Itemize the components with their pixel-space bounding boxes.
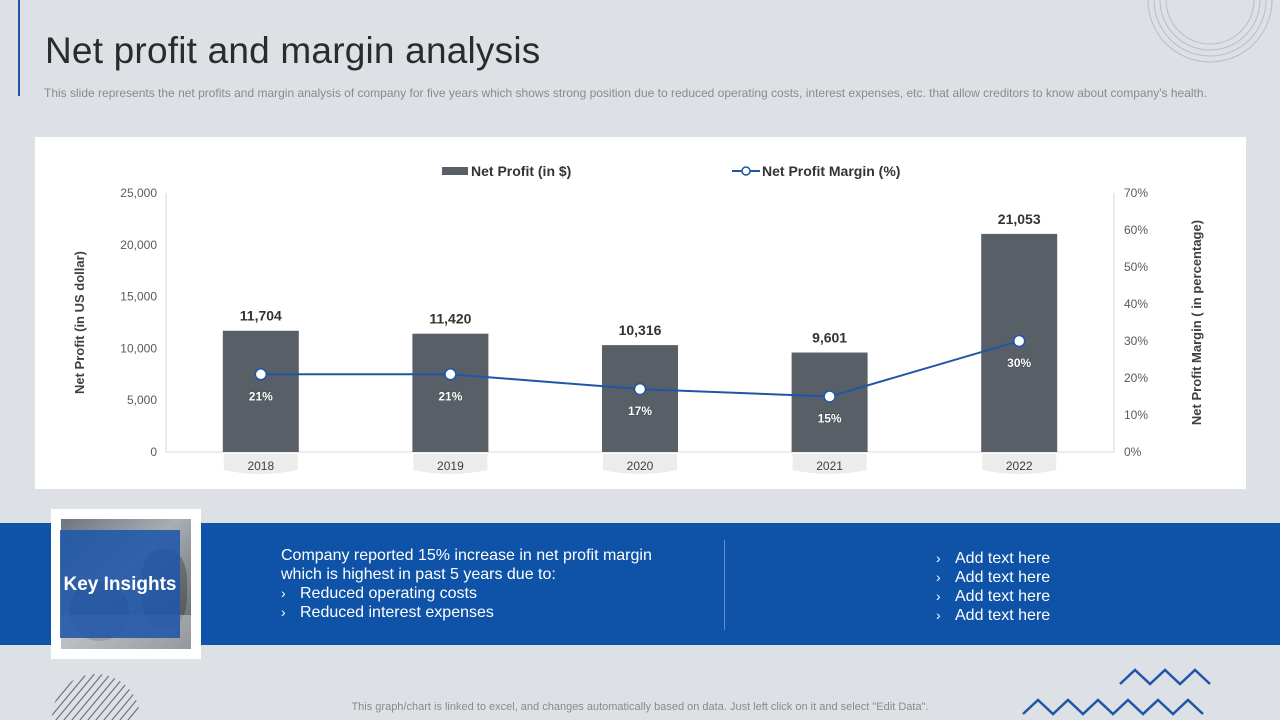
x-tick-label: 2019 [437,459,464,473]
margin-point-2022 [1012,334,1026,348]
insight-side-list: › Add text here › Add text here › Add text he… [936,549,1050,625]
key-insights-box: Key Insights [60,530,180,638]
slide-title: Net profit and margin analysis [45,30,541,71]
y-tick-label: 20,000 [120,238,157,252]
x-tick-tab [413,454,488,474]
insights-band [0,523,1280,645]
insights-divider [724,540,725,630]
y2-tick-label: 70% [1124,186,1148,200]
side-bullet-text: Add text here [955,588,1051,605]
legend-line-label: Net Profit Margin (%) [762,163,900,179]
side-bullet-text: Add text here [955,550,1051,567]
side-bullet-text: Add text here [955,607,1051,624]
chevron-right-icon: › [936,607,941,623]
y-tick-label: 5,000 [127,393,157,407]
x-tick-label: 2018 [247,459,274,473]
chart-card: 0 5,000 10,000 15,000 20,000 25,000 0% 10% 20% 30… [35,137,1246,489]
bar-2019 [412,333,489,452]
insight-bullet-text: Reduced operating costs [300,585,477,602]
insight-bullet: › Reduced interest expenses [281,603,681,622]
slide-subtitle: This slide represents the net profits an… [44,86,1207,100]
side-bullet: › Add text here [936,587,1050,606]
margin-point-2018 [254,368,268,381]
bar-2018 [222,330,299,452]
legend-bar-swatch [442,167,468,175]
margin-data-label: 30% [1007,356,1031,370]
x-tick-label: 2020 [627,459,654,473]
key-insights-heading: Key Insights [63,573,177,595]
decorative-zigzag-icon [1022,668,1211,716]
x-tick-label: 2021 [816,459,843,473]
side-bullet: › Add text here [936,568,1050,587]
margin-point-2019 [444,368,457,381]
insight-main-text-block: Company reported 15% increase in net pro… [281,546,681,622]
chevron-right-icon: › [281,604,286,620]
side-bullet: › Add text here [936,549,1050,568]
chevron-right-icon: › [936,550,941,566]
insight-bullet-text: Reduced interest expenses [300,604,494,621]
y2-tick-label: 10% [1124,408,1148,422]
x-tick-tab [792,454,867,474]
bar-data-label: 10,316 [619,322,662,338]
y-tick-label: 0 [150,445,157,459]
margin-data-label: 21% [249,389,273,403]
margin-data-label: 15% [818,412,842,426]
x-tick-tab [223,454,298,474]
title-accent-line [18,0,20,96]
chevron-right-icon: › [281,585,286,601]
y2-tick-label: 30% [1124,334,1148,348]
decorative-circles-icon [1147,0,1273,63]
x-tick-label: 2022 [1006,459,1033,473]
bar-data-label: 21,053 [998,211,1041,227]
insight-main-text: Company reported 15% increase in net pro… [281,547,652,583]
x-tick-tab [982,454,1057,474]
y-tick-label: 25,000 [120,186,157,200]
margin-data-label: 21% [438,389,462,403]
chevron-right-icon: › [936,588,941,604]
y-axis-title: Net Profit (in US dollar) [72,251,87,394]
side-bullet: › Add text here [936,606,1050,625]
insight-bullet: › Reduced operating costs [281,584,681,603]
y2-tick-label: 0% [1124,445,1142,459]
decorative-hatched-circle-icon [52,674,140,720]
y-tick-label: 10,000 [120,341,157,355]
y2-axis-title: Net Profit Margin ( in percentage) [1189,220,1204,425]
margin-point-2020 [633,382,647,396]
legend-bar-label: Net Profit (in $) [471,163,571,179]
margin-data-label: 17% [628,404,652,418]
y2-tick-label: 40% [1124,297,1148,311]
bar-2020 [602,345,678,452]
y2-tick-label: 20% [1124,371,1148,385]
bar-data-label: 11,420 [429,311,471,327]
legend-line-marker [741,166,751,176]
chevron-right-icon: › [936,569,941,585]
margin-point-2021 [823,390,836,403]
y2-tick-label: 60% [1124,223,1148,237]
footer-note: This graph/chart is linked to excel, and… [351,701,929,713]
y2-tick-label: 50% [1124,260,1148,274]
insight-bullet-list: › Reduced operating costs › Reduced interes… [281,584,681,622]
x-tick-tab [603,454,677,474]
bar-data-label: 9,601 [812,330,847,346]
combo-chart: 0 5,000 10,000 15,000 20,000 25,000 0% 10% 20% 30… [72,163,1204,474]
y-tick-label: 15,000 [120,290,157,304]
bar-data-label: 11,704 [240,308,282,324]
side-bullet-text: Add text here [955,569,1051,586]
